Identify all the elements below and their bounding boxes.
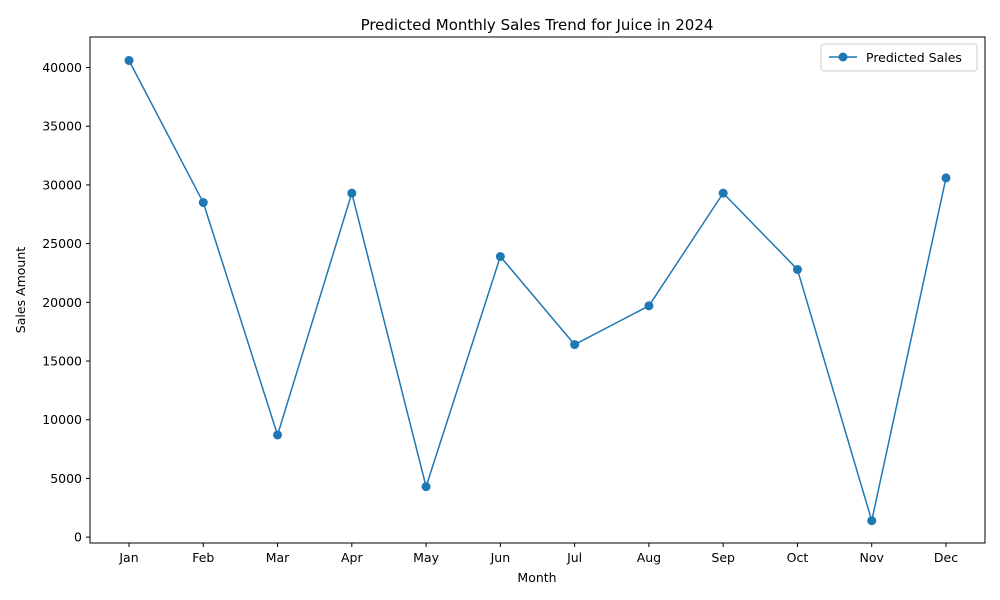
y-tick-label: 10000 (42, 412, 82, 427)
series-layer (124, 55, 951, 526)
data-point (198, 198, 208, 208)
series-line (128, 60, 947, 522)
plot-frame (89, 36, 986, 544)
plot-area (89, 36, 986, 544)
x-tick-label: Oct (787, 550, 809, 565)
data-point (718, 188, 728, 198)
legend-box (820, 43, 978, 72)
y-tick-label: 15000 (42, 354, 82, 369)
data-point (941, 173, 951, 183)
data-point (124, 55, 134, 65)
legend-label: Predicted Sales (866, 50, 962, 65)
data-point (495, 252, 505, 262)
y-axis: 0 5000 10000 15000 20000 25000 30000 35000 40000 (42, 60, 90, 545)
y-axis-label: Sales Amount (13, 247, 28, 333)
data-point (347, 188, 357, 198)
x-tick-label: Nov (860, 550, 885, 565)
x-tick-label: Aug (637, 550, 661, 565)
x-tick-label: Dec (934, 550, 958, 565)
data-point (570, 340, 580, 350)
x-tick-label: Apr (341, 550, 363, 565)
data-point (792, 264, 802, 274)
x-tick-label: Jun (490, 550, 511, 565)
x-tick-label: Mar (266, 550, 290, 565)
data-point (644, 301, 654, 311)
x-tick-label: Sep (711, 550, 735, 565)
x-axis-label: Month (517, 570, 556, 585)
chart-title: Predicted Monthly Sales Trend for Juice … (361, 16, 714, 34)
data-point (421, 482, 431, 492)
data-point (867, 516, 877, 526)
y-tick-label: 5000 (50, 471, 82, 486)
x-tick-label: Jul (566, 550, 582, 565)
y-tick-label: 30000 (42, 177, 82, 192)
x-tick-label: Feb (192, 550, 214, 565)
legend: Predicted Sales (820, 43, 978, 72)
legend-marker (838, 52, 848, 62)
x-tick-label: May (413, 550, 439, 565)
y-tick-label: 25000 (42, 236, 82, 251)
y-tick-label: 0 (74, 530, 82, 545)
data-point (273, 430, 283, 440)
x-axis: Jan Feb Mar Apr May Jun Jul Aug Sep Oct Nov Dec (118, 543, 958, 565)
y-tick-label: 35000 (42, 119, 82, 134)
y-tick-label: 40000 (42, 60, 82, 75)
x-tick-label: Jan (118, 550, 138, 565)
y-tick-label: 20000 (42, 295, 82, 310)
